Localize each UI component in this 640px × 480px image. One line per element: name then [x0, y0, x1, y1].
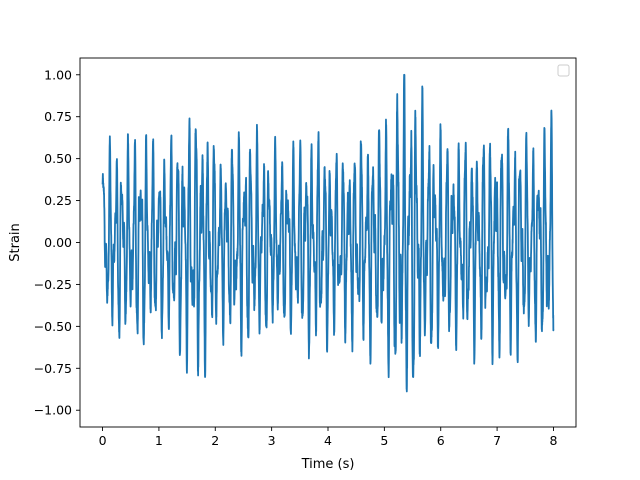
legend-box: [557, 64, 570, 77]
x-tick-label: 2: [211, 433, 219, 448]
y-tick-label: 0.00: [44, 235, 72, 250]
x-tick-label: 6: [437, 433, 445, 448]
x-axis-ticks: 0 1 2 3 4 5 6 7 8: [99, 427, 557, 448]
strain-series-line: [101, 73, 555, 393]
x-axis-label: Time (s): [301, 457, 355, 472]
y-tick-label: 0.75: [44, 109, 72, 124]
y-axis-label: Strain: [8, 223, 23, 262]
y-tick-label: 0.25: [44, 193, 72, 208]
y-axis-ticks: −1.00 −0.75 −0.50 −0.25 0.00 0.25 0.50 0.75 1.00: [34, 67, 80, 418]
x-tick-label: 1: [155, 433, 163, 448]
plot-series-group: [101, 73, 555, 393]
y-tick-label: −1.00: [34, 403, 72, 418]
x-tick-label: 0: [99, 433, 107, 448]
y-tick-label: 1.00: [44, 67, 72, 82]
y-tick-label: −0.75: [34, 361, 72, 376]
y-tick-label: −0.25: [34, 277, 72, 292]
x-tick-label: 5: [380, 433, 388, 448]
x-tick-label: 4: [324, 433, 332, 448]
x-tick-label: 3: [268, 433, 276, 448]
y-tick-label: 0.50: [44, 151, 72, 166]
x-tick-label: 8: [549, 433, 557, 448]
x-tick-label: 7: [493, 433, 501, 448]
y-tick-label: −0.50: [34, 319, 72, 334]
